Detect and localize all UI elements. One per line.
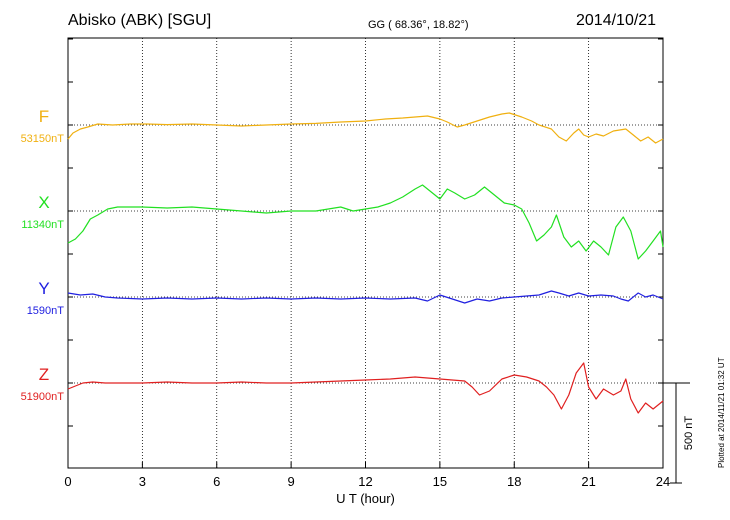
x-tick-label: 24 (656, 474, 670, 489)
series-baseline-label-z: 51900nT (21, 391, 65, 403)
x-tick-label: 21 (581, 474, 595, 489)
x-tick-label: 0 (64, 474, 71, 489)
plotted-timestamp: Plotted at 2014/11/21 01:32 UT (717, 357, 726, 468)
x-tick-label: 18 (507, 474, 521, 489)
x-axis-label: U T (hour) (336, 491, 395, 506)
series-baseline-label-y: 1590nT (27, 305, 65, 317)
x-tick-label: 15 (433, 474, 447, 489)
scale-bar-label: 500 nT (683, 416, 695, 451)
x-tick-label: 6 (213, 474, 220, 489)
x-tick-label: 3 (139, 474, 146, 489)
plot-frame (67, 37, 664, 469)
series-name-y: Y (38, 279, 49, 298)
series-name-z: Z (39, 365, 49, 384)
series-line-x (67, 184, 664, 260)
series-line-f (67, 112, 664, 144)
series-line-z (67, 362, 664, 414)
series-baseline-label-x: 11340nT (21, 219, 64, 231)
station-title: Abisko (ABK) [SGU] (68, 12, 212, 29)
x-tick-label: 9 (288, 474, 295, 489)
series-name-f: F (39, 107, 49, 126)
geographic-coordinates: GG ( 68.36°, 18.82°) (368, 19, 469, 31)
series-line-y (67, 290, 664, 304)
chart-date: 2014/10/21 (576, 12, 657, 29)
series-baseline-label-f: 53150nT (21, 133, 65, 145)
x-tick-label: 12 (358, 474, 372, 489)
series-name-x: X (38, 193, 49, 212)
